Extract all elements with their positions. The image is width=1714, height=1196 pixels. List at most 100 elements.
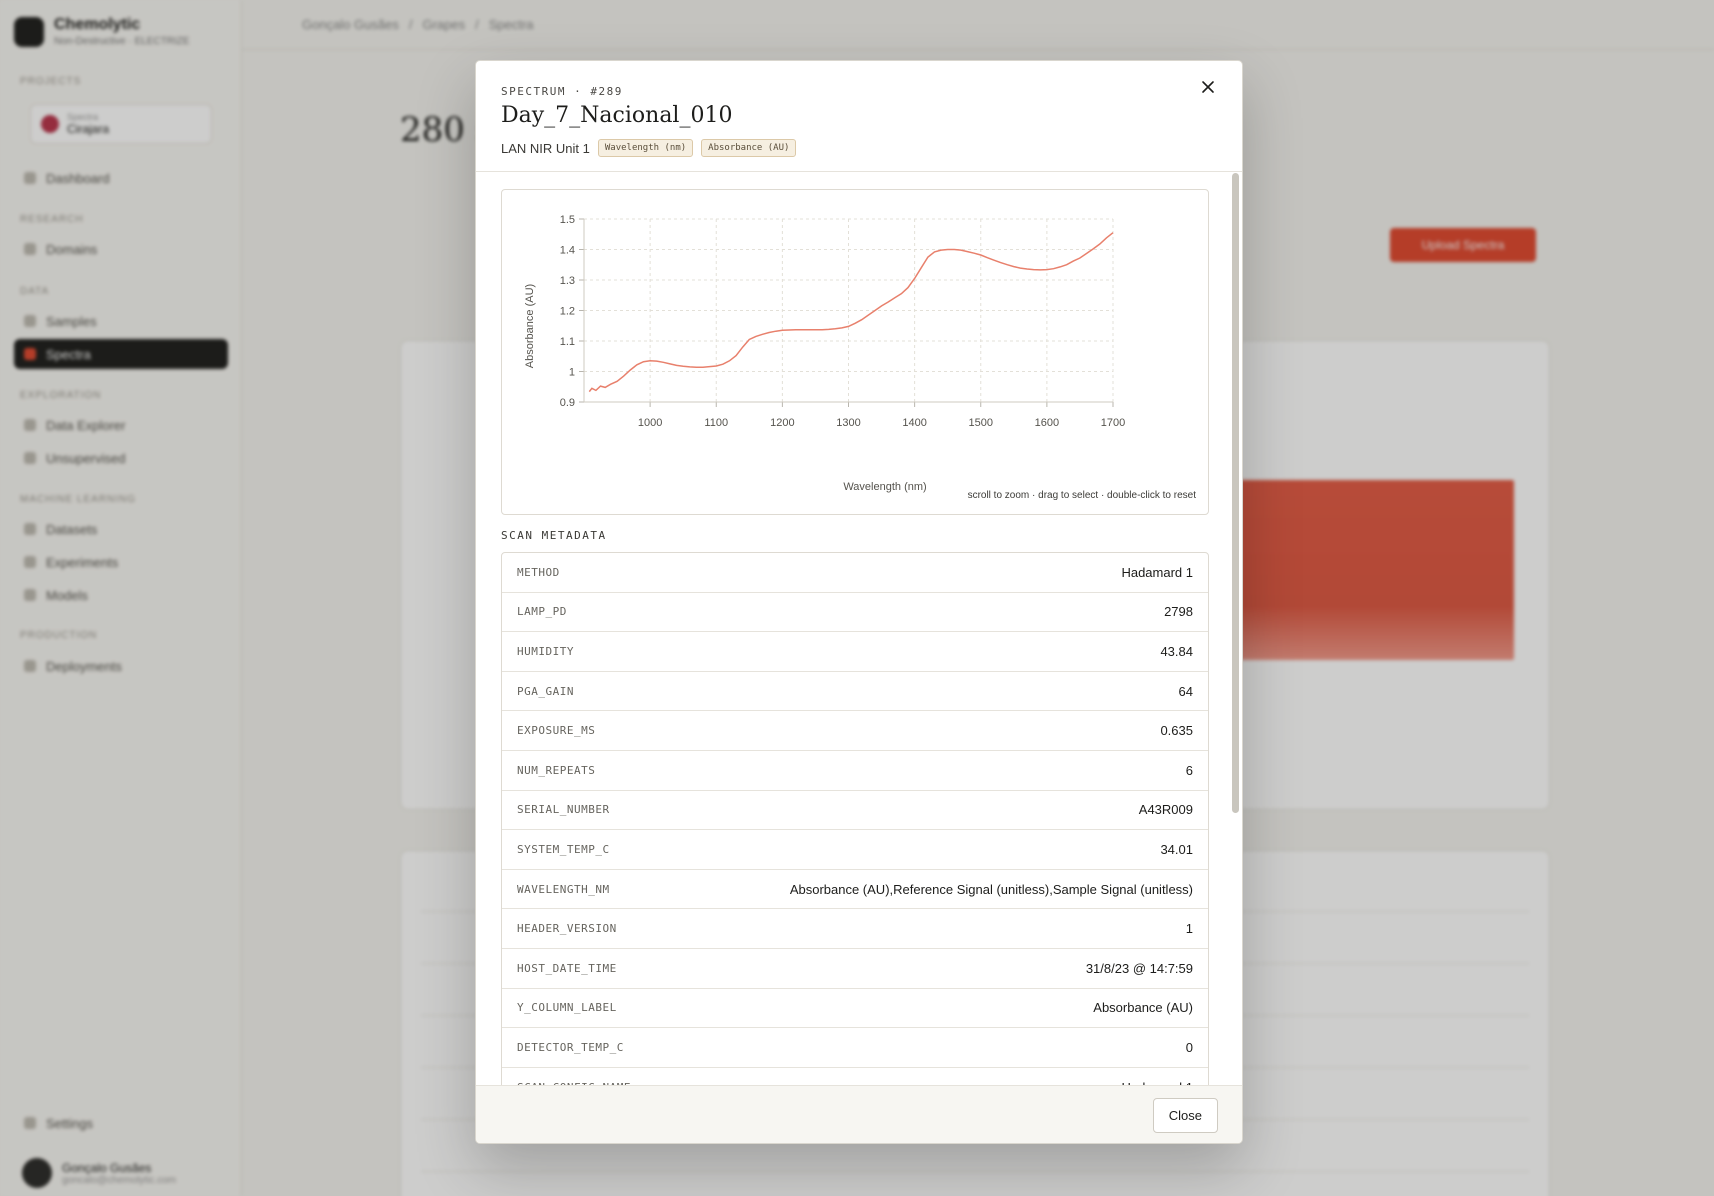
samples-icon <box>24 315 36 327</box>
domains-icon <box>24 243 36 255</box>
sidebar-item-data-explorer[interactable]: Data Explorer <box>14 410 228 440</box>
scrollbar-thumb[interactable] <box>1232 173 1239 813</box>
project-icon <box>41 115 59 133</box>
user-email: goncalo@chemolytic.com <box>62 1174 177 1186</box>
brand: Chemolytic Non-Destructive · ELECTRIZE <box>14 16 190 47</box>
metadata-value: 43.84 <box>1160 643 1193 659</box>
project-small: Spectra <box>67 112 99 122</box>
sidebar-item-label: Settings <box>46 1115 93 1131</box>
sidebar-item-spectra[interactable]: Spectra <box>14 339 228 369</box>
sidebar-item-unsupervised[interactable]: Unsupervised <box>14 443 228 473</box>
sidebar-item-deployments[interactable]: Deployments <box>14 651 228 681</box>
avatar <box>22 1158 52 1188</box>
metadata-value: Absorbance (AU) <box>1093 1000 1193 1016</box>
y-axis-label: Absorbance (AU) <box>524 284 536 368</box>
sidebar-section-production: PRODUCTION <box>20 630 98 641</box>
x-axis-label: Wavelength (nm) <box>843 481 926 493</box>
user-profile[interactable]: Gonçalo Gusães goncalo@chemolytic.com <box>22 1158 176 1188</box>
metadata-value: A43R009 <box>1138 802 1193 818</box>
y-tick-label: 1 <box>569 367 575 379</box>
sidebar-item-dashboard[interactable]: Dashboard <box>14 163 228 193</box>
breadcrumb-separator: / <box>475 17 479 32</box>
sidebar-item-label: Spectra <box>46 346 91 362</box>
dialog-scrollbar[interactable] <box>1230 173 1240 813</box>
dashboard-icon <box>24 172 36 184</box>
instrument-unit: LAN NIR Unit 1 <box>501 140 590 156</box>
background-spectra-band <box>1240 480 1514 660</box>
y-tick-label: 1.1 <box>560 336 575 348</box>
upload-spectra-button[interactable]: Upload Spectra <box>1390 228 1536 262</box>
app-subtitle: Non-Destructive · ELECTRIZE <box>54 36 190 47</box>
metadata-key: SERIAL_NUMBER <box>517 803 610 817</box>
dialog-subtitle: LAN NIR Unit 1 Wavelength (nm) Absorbanc… <box>501 139 797 157</box>
sidebar-item-label: Experiments <box>46 554 119 570</box>
metadata-key: Y_COLUMN_LABEL <box>517 1001 617 1015</box>
deployments-icon <box>24 660 36 672</box>
sidebar-item-domains[interactable]: Domains <box>14 234 228 264</box>
sidebar-item-label: Data Explorer <box>46 417 126 433</box>
breadcrumb-item[interactable]: Grapes <box>422 17 466 32</box>
metadata-key: PGA_GAIN <box>517 684 574 698</box>
dialog-body[interactable]: 0.9 1 1.1 1.2 1.3 1.4 1.5 1000 1100 1200 1300 1400… <box>476 173 1242 1085</box>
sidebar-item-samples[interactable]: Samples <box>14 306 228 336</box>
sidebar-item-label: Samples <box>46 313 97 329</box>
metadata-value: 1 <box>1185 921 1193 937</box>
metadata-row: WAVELENGTH_NM Absorbance (AU),Reference S… <box>502 870 1208 910</box>
x-tick-label: 1300 <box>836 417 860 429</box>
y-unit-badge: Absorbance (AU) <box>701 139 797 157</box>
x-tick-label: 1400 <box>902 417 926 429</box>
spectrum-id-label: SPECTRUM · #289 <box>501 85 623 98</box>
metadata-value: 31/8/23 @ 14:7:59 <box>1085 960 1193 976</box>
metadata-value: 34.01 <box>1160 841 1193 857</box>
metadata-value: 64 <box>1178 683 1193 699</box>
metadata-key: DETECTOR_TEMP_C <box>517 1040 624 1054</box>
sidebar-item-models[interactable]: Models <box>14 580 228 610</box>
y-tick-label: 1.5 <box>560 214 575 226</box>
sidebar-item-datasets[interactable]: Datasets <box>14 514 228 544</box>
metadata-key: SYSTEM_TEMP_C <box>517 842 610 856</box>
spectra-icon <box>24 348 36 360</box>
metadata-key: LAMP_PD <box>517 605 567 619</box>
y-tick-label: 1.4 <box>560 245 575 257</box>
sidebar-item-label: Dashboard <box>46 170 110 186</box>
x-tick-label: 1200 <box>770 417 794 429</box>
metadata-key: HUMIDITY <box>517 644 574 658</box>
x-tick-label: 1500 <box>969 417 993 429</box>
metadata-value: 0.635 <box>1160 723 1193 739</box>
breadcrumb-item: Spectra <box>488 17 534 32</box>
chart-interaction-hint: scroll to zoom · drag to select · double… <box>967 490 1196 501</box>
y-tick-label: 1.3 <box>560 275 575 287</box>
user-name: Gonçalo Gusães <box>62 1160 152 1175</box>
chart-grid <box>579 218 1114 407</box>
sidebar-item-label: Datasets <box>46 521 98 537</box>
spectrum-chart[interactable]: 0.9 1 1.1 1.2 1.3 1.4 1.5 1000 1100 1200 1300 1400… <box>501 189 1209 515</box>
project-switcher[interactable]: Spectra Cirajara <box>30 104 212 144</box>
sidebar-section-data: DATA <box>20 286 50 297</box>
close-icon[interactable] <box>1196 75 1220 99</box>
sidebar-section-ml: MACHINE LEARNING <box>20 494 137 505</box>
sidebar-item-label: Unsupervised <box>46 450 126 466</box>
dialog-footer: Close <box>476 1085 1242 1143</box>
metadata-value: Absorbance (AU),Reference Signal (unitle… <box>789 881 1193 897</box>
metadata-value: 6 <box>1185 762 1193 778</box>
experiments-icon <box>24 556 36 568</box>
sidebar-section-exploration: EXPLORATION <box>20 390 102 401</box>
dialog-header: SPECTRUM · #289 Day_7_Nacional_010 LAN N… <box>476 61 1242 172</box>
metadata-row: EXPOSURE_MS 0.635 <box>502 711 1208 751</box>
y-tick-label: 1.2 <box>560 306 575 318</box>
metadata-key: HEADER_VERSION <box>517 922 617 936</box>
x-unit-badge: Wavelength (nm) <box>597 139 694 157</box>
unsupervised-icon <box>24 452 36 464</box>
explorer-icon <box>24 419 36 431</box>
x-tick-labels: 1000 1100 1200 1300 1400 1500 1600 1700 <box>638 417 1125 429</box>
metadata-key: METHOD <box>517 565 560 579</box>
y-tick-label: 0.9 <box>560 397 575 409</box>
metadata-row: HUMIDITY 43.84 <box>502 632 1208 672</box>
sidebar-item-settings[interactable]: Settings <box>14 1108 228 1138</box>
breadcrumb-item[interactable]: Gonçalo Gusães <box>302 17 399 32</box>
sidebar-item-experiments[interactable]: Experiments <box>14 547 228 577</box>
gear-icon <box>24 1117 36 1129</box>
metadata-row: DETECTOR_TEMP_C 0 <box>502 1028 1208 1068</box>
close-button[interactable]: Close <box>1152 1098 1218 1133</box>
spectrum-chart-svg[interactable]: 0.9 1 1.1 1.2 1.3 1.4 1.5 1000 1100 1200 1300 1400… <box>502 190 1210 516</box>
